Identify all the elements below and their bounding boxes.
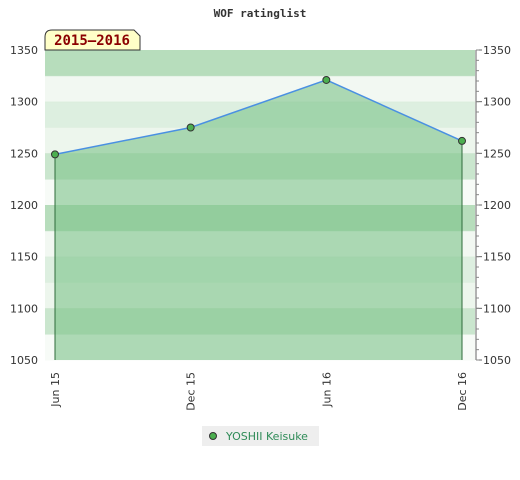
data-markers: [51, 75, 466, 159]
y-tick-label-right: 1200: [483, 199, 511, 212]
area-fill: [55, 79, 462, 360]
badge-label: 2015–2016: [54, 33, 130, 49]
y-tick-label-right: 1300: [483, 96, 511, 109]
left-y-axis: 1050 1100 1150 1200 1250 1300 1350: [10, 44, 38, 367]
series-line: [54, 79, 463, 156]
x-tick-label: Dec 15: [185, 372, 198, 411]
x-tick-label: Dec 16: [456, 372, 469, 411]
badge-box: [44, 29, 141, 51]
y-tick-label-left: 1050: [10, 354, 38, 367]
series-line-path: [54, 79, 463, 156]
vertical-drop-lines: [54, 140, 463, 360]
chart-title: WOF ratinglist: [214, 7, 307, 20]
y-tick-label-right: 1350: [483, 44, 511, 57]
y-tick-label-left: 1200: [10, 199, 38, 212]
y-tick-label-left: 1150: [10, 251, 38, 264]
y-tick-label-left: 1100: [10, 302, 38, 315]
area-path: [55, 79, 462, 360]
data-point: [458, 136, 466, 145]
data-point: [51, 150, 59, 159]
period-badge: 2015–2016: [44, 29, 141, 51]
x-tick-label: Jun 16: [320, 372, 333, 408]
legend-label: YOSHII Keisuke: [225, 430, 308, 443]
y-tick-label-left: 1300: [10, 96, 38, 109]
y-tick-label-left: 1350: [10, 44, 38, 57]
y-tick-label-left: 1250: [10, 147, 38, 160]
legend-box: [202, 426, 319, 446]
background-band: [45, 50, 475, 77]
y-tick-label-right: 1250: [483, 147, 511, 160]
x-tick-label: Jun 15: [49, 372, 62, 408]
legend[interactable]: YOSHII Keisuke: [202, 426, 319, 446]
y-tick-label-right: 1050: [483, 354, 511, 367]
background-band: [45, 75, 475, 103]
y-tick-label-right: 1150: [483, 251, 511, 264]
y-tick-label-right: 1100: [483, 302, 511, 315]
data-point: [186, 123, 195, 132]
right-y-axis: 1050 1100 1150 1200 1250 1300 1350: [475, 44, 511, 367]
data-point: [322, 75, 331, 84]
x-axis: Jun 15 Dec 15 Jun 16 Dec 16: [49, 372, 469, 411]
legend-marker: [209, 432, 217, 440]
